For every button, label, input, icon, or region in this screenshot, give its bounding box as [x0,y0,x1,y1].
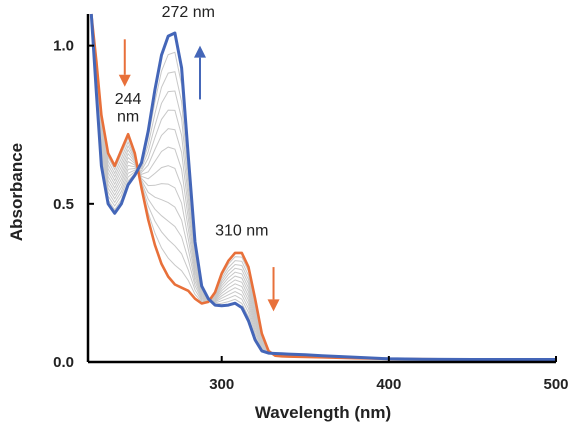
arrow-down-icon [267,299,280,312]
intermediate-spectrum [90,13,556,360]
y-tick-label: 0.0 [53,354,74,371]
y-ticks: 0.0 0.5 1.0 [53,38,94,371]
intermediate-spectrum [90,13,556,360]
intermediate-spectrum [90,13,556,360]
x-tick-label: 500 [543,376,568,393]
intermediate-spectrum [90,13,556,360]
annotation-label: 244 [115,91,142,108]
annotation-label: 310 nm [215,222,268,239]
arrow-down-icon [118,74,131,87]
x-axis-title: Wavelength (nm) [255,403,391,422]
arrows [118,39,280,312]
annotation-label: 272 nm [162,4,215,21]
annotation-label: nm [117,109,139,126]
intermediate-spectrum [90,13,556,360]
y-axis-title: Absorbance [7,143,26,241]
series-final-spectrum [89,13,556,361]
intermediate-spectra [90,13,556,360]
x-tick-label: 400 [376,376,401,393]
intermediate-spectrum [90,13,556,360]
intermediate-spectrum [90,13,556,360]
arrow-up-icon [193,45,206,58]
series-initial-spectrum [90,13,556,361]
y-tick-label: 0.5 [53,196,74,213]
intermediate-spectrum [90,13,556,360]
intermediate-spectrum [90,13,556,360]
intermediate-spectrum [90,13,556,360]
intermediate-spectrum [90,13,556,360]
x-ticks: 300 400 500 [209,356,569,393]
axes [86,14,556,364]
x-tick-label: 300 [209,376,234,393]
y-tick-label: 1.0 [53,38,74,55]
intermediate-spectrum [90,13,556,360]
